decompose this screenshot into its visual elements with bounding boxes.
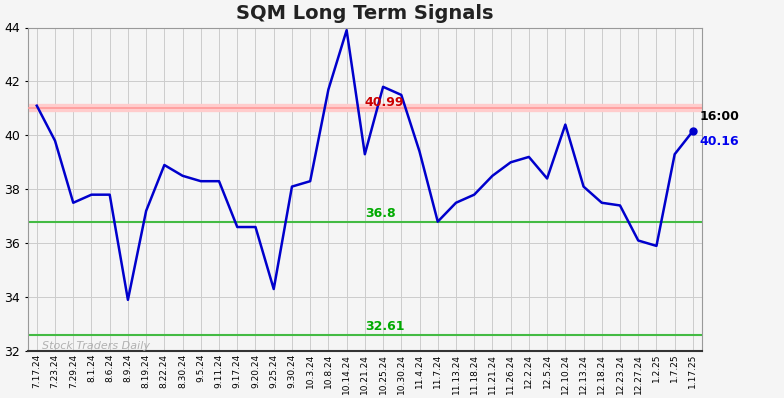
Text: 16:00: 16:00 bbox=[700, 110, 740, 123]
Text: Stock Traders Daily: Stock Traders Daily bbox=[42, 341, 151, 351]
Title: SQM Long Term Signals: SQM Long Term Signals bbox=[236, 4, 494, 23]
Text: 36.8: 36.8 bbox=[365, 207, 395, 220]
Text: 40.99: 40.99 bbox=[365, 96, 405, 109]
Text: 32.61: 32.61 bbox=[365, 320, 405, 333]
Text: 40.16: 40.16 bbox=[700, 135, 739, 148]
